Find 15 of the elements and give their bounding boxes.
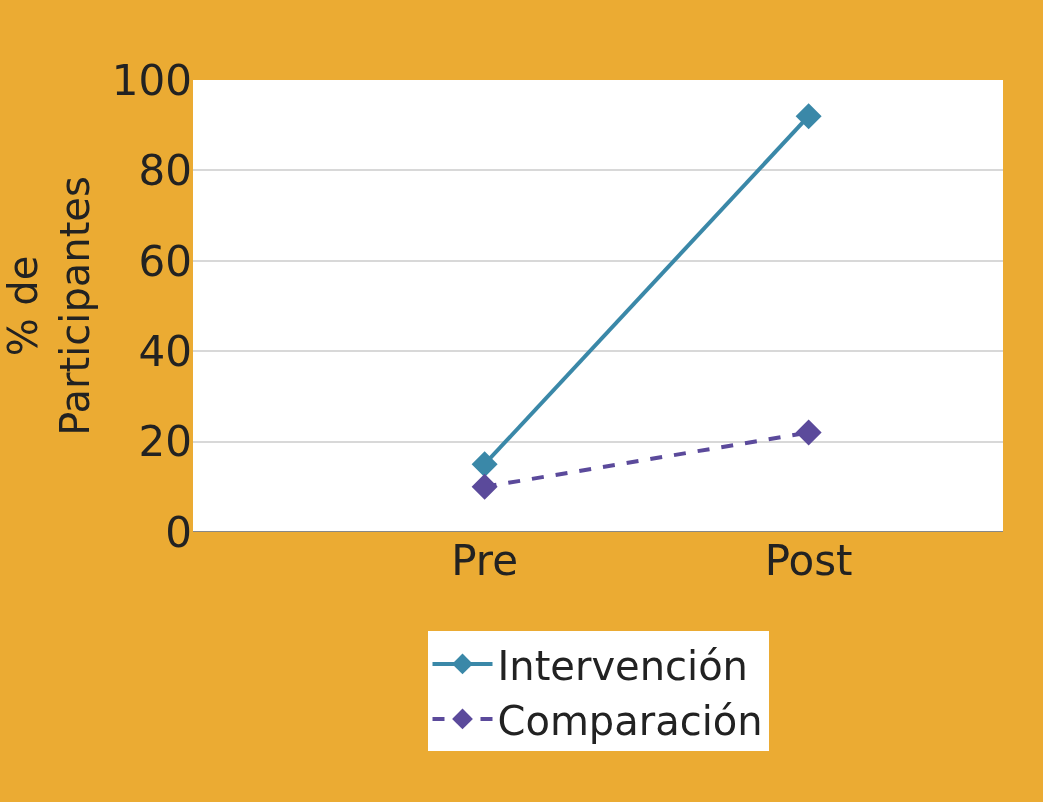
x-tick-label: Pre (451, 536, 518, 585)
legend-label: Intervención (497, 642, 748, 689)
y-tick-label: 40 (138, 326, 192, 376)
point (795, 103, 822, 130)
y-axis-title: % de Participantes (0, 176, 98, 436)
y-tick-label: 0 (165, 507, 192, 557)
y-tick-label: 20 (138, 417, 192, 467)
point (471, 451, 498, 478)
y-tick-label: 80 (138, 146, 192, 196)
x-tick-label: Post (764, 536, 853, 585)
point (795, 419, 822, 446)
point (471, 473, 498, 500)
y-tick-label: 60 (138, 236, 192, 286)
y-tick-label: 100 (111, 55, 192, 105)
legend-label: Comparación (497, 697, 763, 744)
